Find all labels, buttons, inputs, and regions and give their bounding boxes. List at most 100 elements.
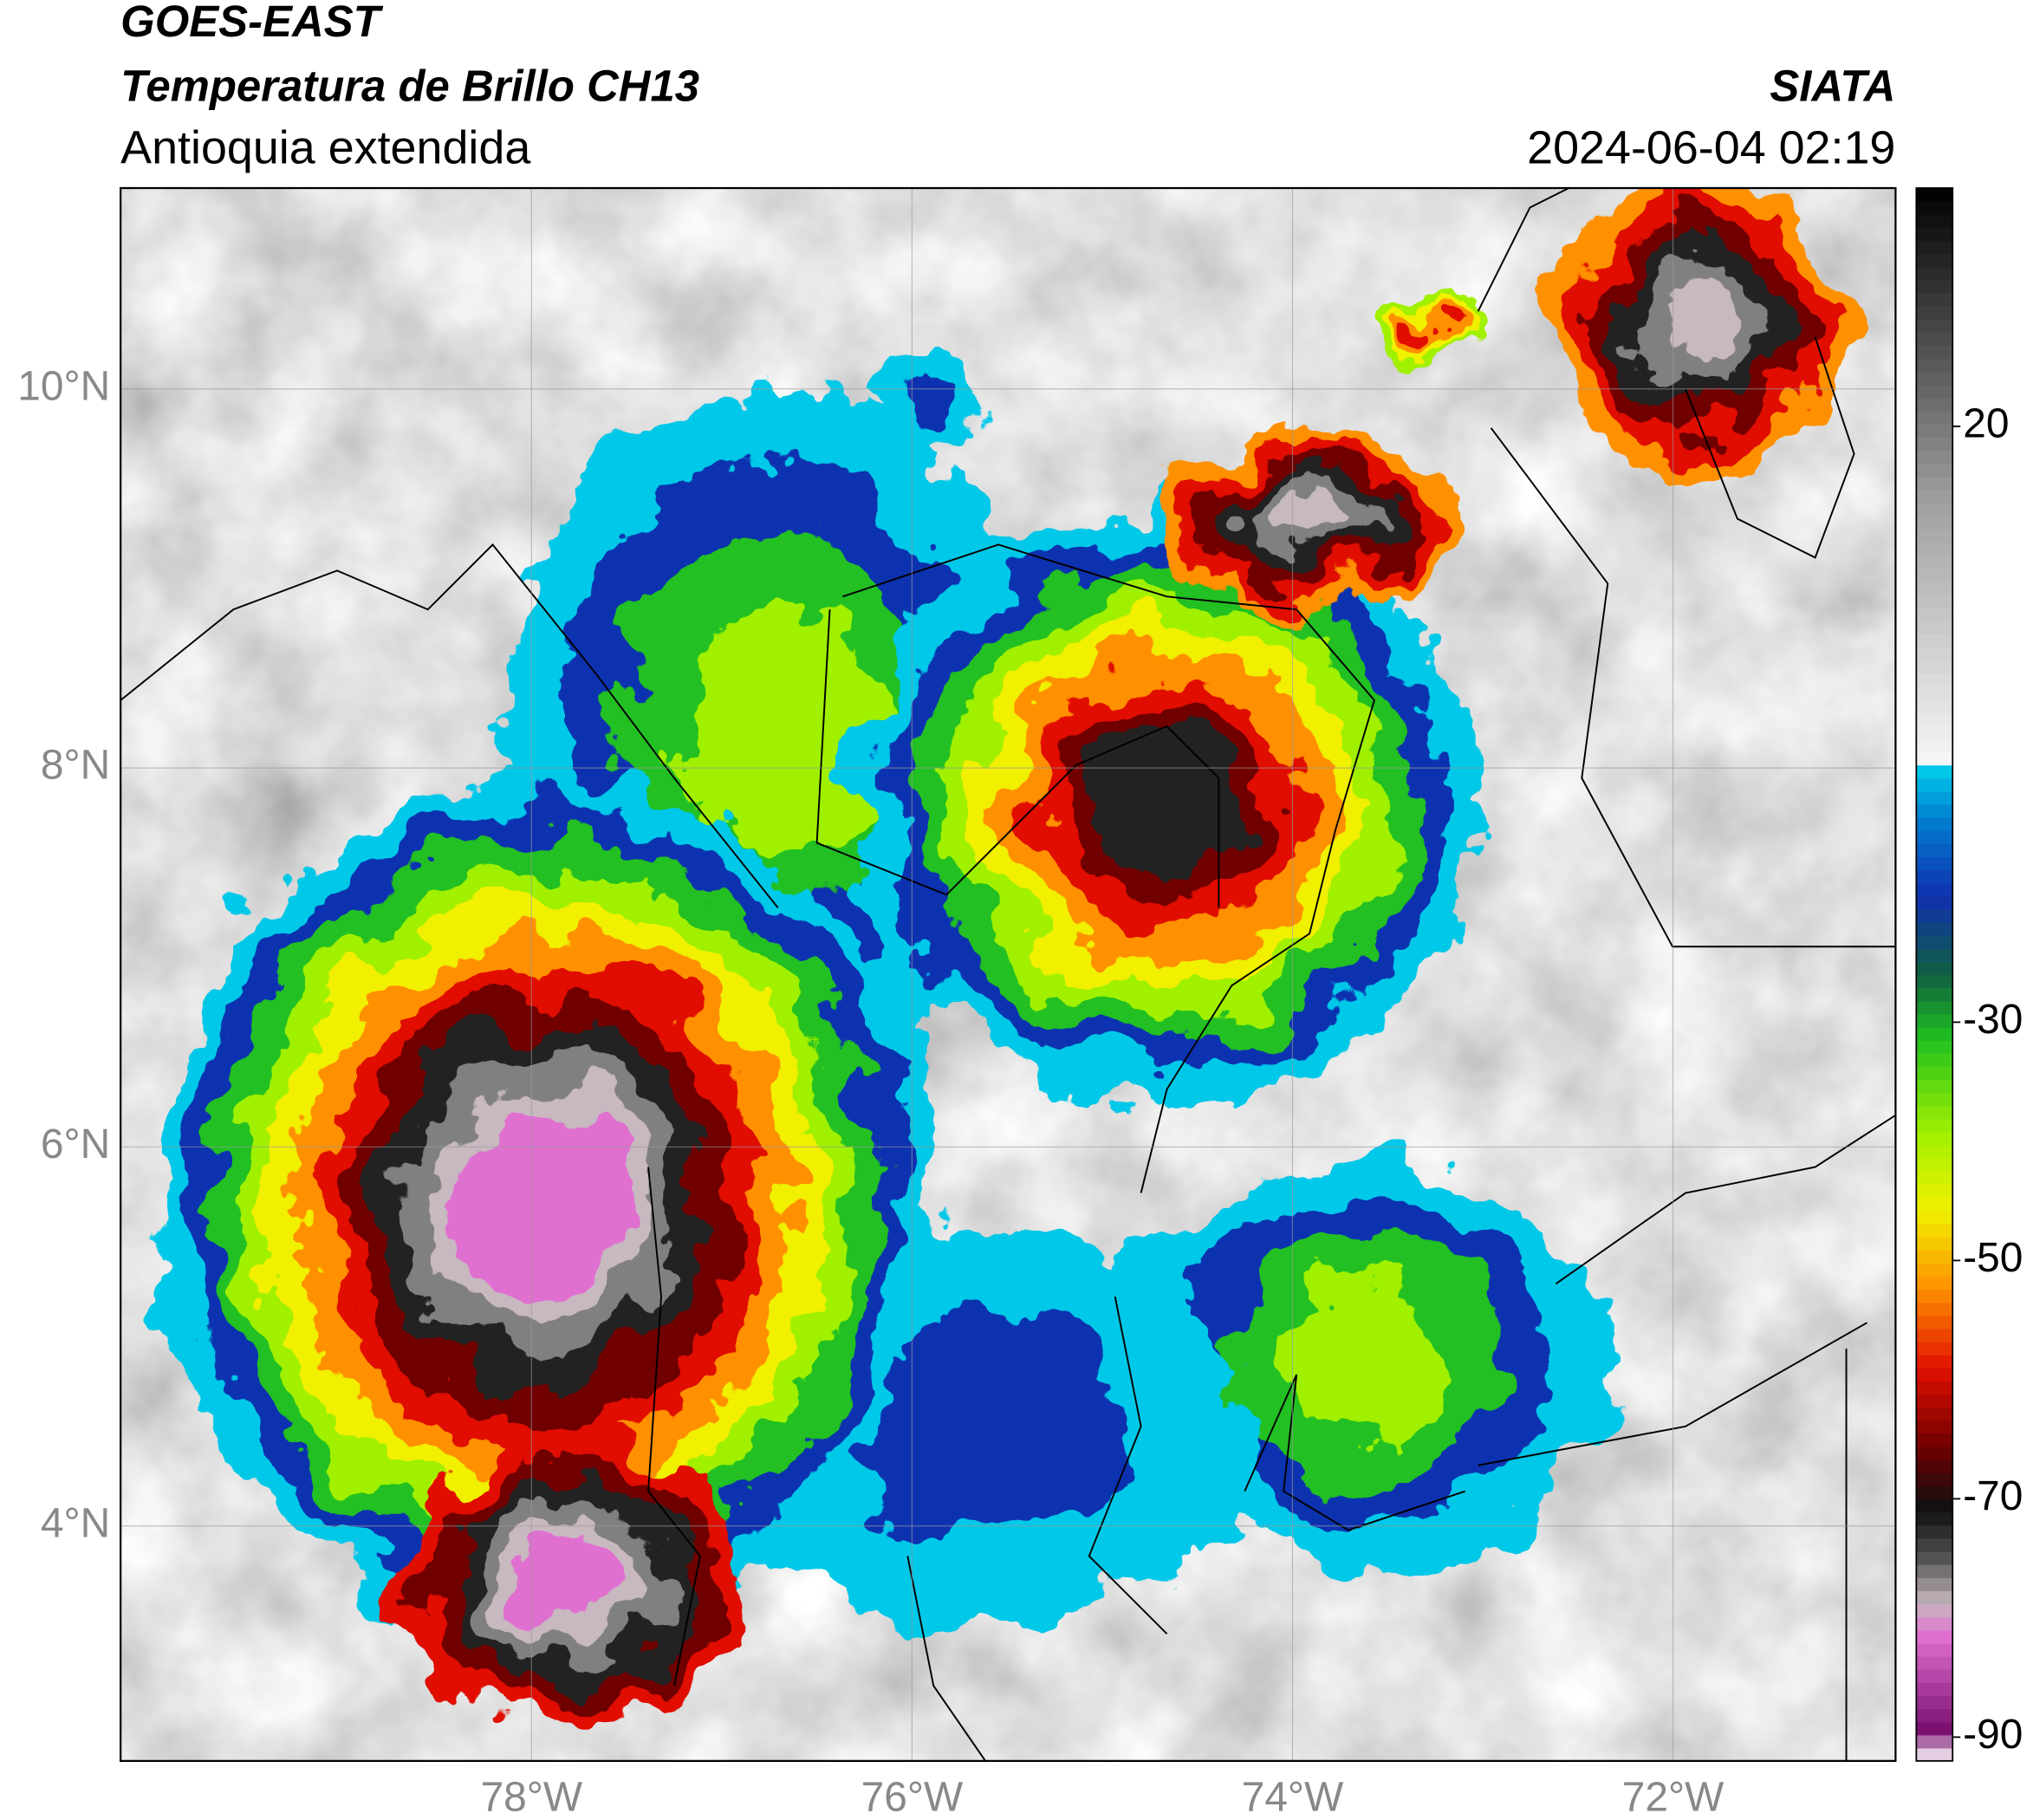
colorbar-segment — [1916, 1381, 1953, 1395]
y-tick-label: 4°N — [41, 1500, 110, 1546]
colorbar-segment — [1916, 1131, 1953, 1146]
colorbar-segment — [1916, 319, 1953, 334]
colorbar-segment — [1916, 1394, 1953, 1408]
region: Antioquia extendida — [120, 122, 530, 174]
satellite: GOES-EAST — [120, 0, 383, 46]
x-tick-label: 76°W — [861, 1774, 964, 1820]
colorbar-segment — [1916, 476, 1953, 491]
colorbar-segment — [1916, 882, 1953, 897]
cloud-layer — [903, 372, 964, 432]
colorbar-segment — [1916, 1026, 1953, 1041]
colorbar-segment — [1916, 961, 1953, 976]
colorbar-segment — [1916, 437, 1953, 452]
colorbar-segment — [1916, 384, 1953, 399]
colorbar-segment — [1916, 1368, 1953, 1382]
grid — [120, 188, 1896, 1761]
colorbar-segment — [1916, 397, 1953, 412]
colorbar-segment — [1916, 1158, 1953, 1173]
colorbar-segment — [1916, 1721, 1953, 1736]
colorbar-segment — [1916, 450, 1953, 465]
colorbar-segment — [1916, 1564, 1953, 1578]
colorbar-segment — [1916, 699, 1953, 713]
colorbar-segment — [1916, 240, 1953, 255]
colorbar-segment — [1916, 1250, 1953, 1264]
colorbar-tick-label: -50 — [1963, 1235, 2023, 1281]
y-tick-label: 8°N — [41, 743, 110, 789]
colorbar-segment — [1916, 555, 1953, 569]
colorbar-segment — [1916, 1236, 1953, 1251]
colorbar-segment — [1916, 1223, 1953, 1238]
colorbar-segment — [1916, 1577, 1953, 1592]
colorbar-segment — [1916, 266, 1953, 281]
colorbar-segment — [1916, 1066, 1953, 1081]
colorbar-segment — [1916, 214, 1953, 229]
colorbar-segment — [1916, 908, 1953, 923]
colorbar-segment — [1916, 227, 1953, 242]
colorbar-segment — [1916, 358, 1953, 373]
colorbar-tick-label: -70 — [1963, 1473, 2023, 1519]
colorbar-segment — [1916, 279, 1953, 294]
map-frame — [120, 186, 1897, 1762]
colorbar-frame — [1915, 187, 1954, 1762]
colorbar-segment — [1916, 738, 1953, 753]
colorbar-segment — [1916, 1079, 1953, 1094]
colorbar-segment — [1916, 1511, 1953, 1526]
colorbar-tick-label: -30 — [1963, 997, 2023, 1043]
colorbar-segment — [1916, 621, 1953, 634]
colorbar-segment — [1916, 424, 1953, 439]
colorbar-segment — [1916, 1708, 1953, 1723]
colorbar-segment — [1916, 634, 1953, 648]
map-area — [120, 188, 1896, 1761]
colorbar-segment — [1916, 463, 1953, 478]
colorbar-segment — [1916, 673, 1953, 687]
colorbar-segment — [1916, 1289, 1953, 1303]
colorbar-segment — [1916, 647, 1953, 661]
cloud-layer — [521, 1540, 620, 1624]
x-tick-label: 74°W — [1242, 1774, 1344, 1820]
y-tick-label: 10°N — [17, 363, 110, 409]
colorbar-segment — [1916, 1524, 1953, 1539]
colorbar-segment — [1916, 974, 1953, 989]
colorbar-segment — [1916, 1013, 1953, 1028]
colorbar-segment — [1916, 1184, 1953, 1199]
colorbar-segment — [1916, 1747, 1953, 1762]
colorbar-segment — [1916, 803, 1953, 818]
colorbar-segment — [1916, 1472, 1953, 1487]
borders — [120, 188, 1896, 1761]
colorbar-segment — [1916, 1040, 1953, 1054]
colorbar-segment — [1916, 306, 1953, 320]
colorbar-segment — [1916, 869, 1953, 884]
colorbar-segment — [1916, 1315, 1953, 1329]
colorbar-segment — [1916, 1668, 1953, 1683]
cloud-layer — [1656, 280, 1740, 368]
colorbar-segment — [1916, 1485, 1953, 1500]
colorbar-segment — [1916, 371, 1953, 386]
colorbar-segment — [1916, 1695, 1953, 1710]
colorbar-segment — [1916, 1145, 1953, 1159]
colorbar-segment — [1916, 1498, 1953, 1513]
x-tick-label: 78°W — [481, 1774, 583, 1820]
colorbar-segment — [1916, 332, 1953, 347]
x-tick-label: 72°W — [1622, 1774, 1724, 1820]
colorbar-segment — [1916, 1053, 1953, 1068]
colorbar-segment — [1916, 1459, 1953, 1473]
colorbar-segment — [1916, 1590, 1953, 1605]
colorbar-segment — [1916, 1328, 1953, 1342]
colorbar-segment — [1916, 253, 1953, 268]
cloud-layer — [836, 1314, 1135, 1538]
colorbar-segment — [1916, 594, 1953, 608]
colorbar-segment — [1916, 1000, 1953, 1015]
colorbar-segment — [1916, 542, 1953, 556]
colorbar-segment — [1916, 895, 1953, 910]
colorbar-segment — [1916, 987, 1953, 1002]
colorbar-segment — [1916, 1550, 1953, 1565]
colorbar-tick-label: -90 — [1963, 1712, 2023, 1758]
colorbar-segment — [1916, 843, 1953, 858]
colorbar-segment — [1916, 1642, 1953, 1657]
colorbar-tick-label: 20 — [1963, 401, 2009, 447]
colorbar-segment — [1916, 1420, 1953, 1434]
colorbar-segment — [1916, 1616, 1953, 1631]
colorbar: 20 -30 -50 -70 -90 — [1915, 187, 2023, 1762]
colorbar-segment — [1916, 830, 1953, 844]
